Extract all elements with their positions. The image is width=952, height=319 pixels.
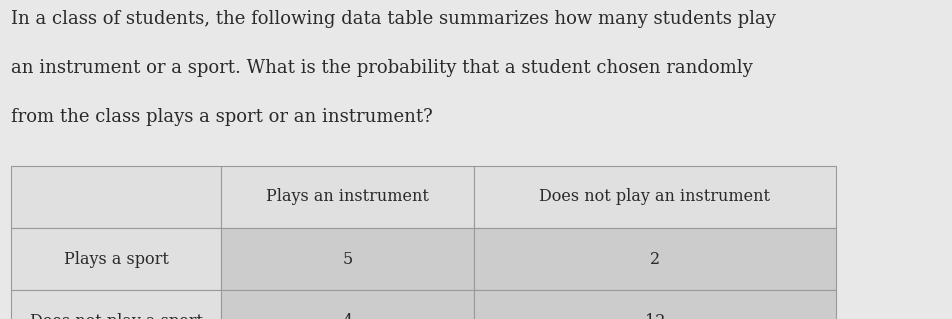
Bar [221, 290, 473, 319]
Text: an instrument or a sport. What is the probability that a student chosen randomly: an instrument or a sport. What is the pr… [11, 59, 752, 77]
Bar [11, 228, 221, 290]
Text: Does not play an instrument: Does not play an instrument [539, 189, 769, 205]
Text: In a class of students, the following data table summarizes how many students pl: In a class of students, the following da… [11, 10, 776, 27]
Text: 12: 12 [644, 313, 664, 319]
Bar [473, 166, 835, 228]
Bar [221, 228, 473, 290]
Text: Plays a sport: Plays a sport [64, 251, 169, 268]
Text: Does not play a sport: Does not play a sport [30, 313, 203, 319]
Bar [473, 228, 835, 290]
Text: 5: 5 [342, 251, 352, 268]
Bar [11, 166, 221, 228]
Text: 4: 4 [342, 313, 352, 319]
Text: 2: 2 [649, 251, 659, 268]
Bar [11, 290, 221, 319]
Text: Plays an instrument: Plays an instrument [266, 189, 428, 205]
Bar [221, 166, 473, 228]
Text: from the class plays a sport or an instrument?: from the class plays a sport or an instr… [11, 108, 433, 126]
Bar [473, 290, 835, 319]
